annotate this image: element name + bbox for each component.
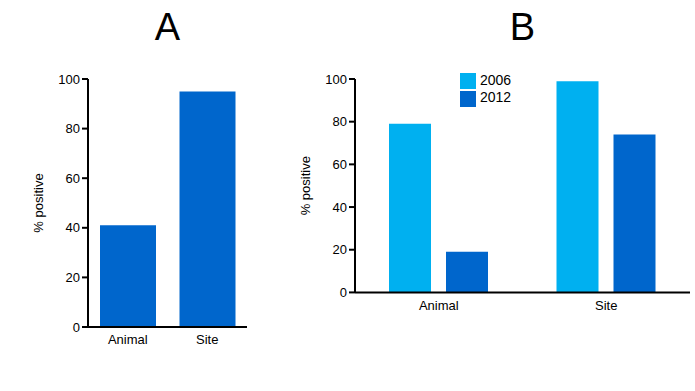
svg-text:Animal: Animal [108, 332, 148, 347]
svg-text:20: 20 [66, 270, 80, 285]
svg-text:80: 80 [333, 114, 347, 129]
svg-text:100: 100 [325, 72, 347, 87]
svg-text:60: 60 [66, 171, 80, 186]
html-text:2006: 2006 [480, 72, 512, 88]
html-text:B: B [509, 6, 536, 48]
html-text:A: A [154, 6, 181, 48]
svg-text:40: 40 [66, 220, 80, 235]
svg-text:% positive: % positive [298, 156, 313, 215]
svg-text:100: 100 [58, 72, 80, 87]
svg-text:Animal: Animal [419, 298, 459, 313]
svg-text:% positive: % positive [31, 173, 46, 232]
svg-text:0: 0 [340, 285, 347, 300]
html-text:2012: 2012 [480, 89, 512, 106]
svg-text:80: 80 [66, 121, 80, 136]
svg-text:Site: Site [595, 298, 617, 313]
svg-text:0: 0 [73, 320, 80, 335]
svg-text:60: 60 [333, 157, 347, 172]
svg-text:Site: Site [196, 332, 218, 347]
svg-text:20: 20 [333, 242, 347, 257]
svg-text:40: 40 [333, 200, 347, 215]
